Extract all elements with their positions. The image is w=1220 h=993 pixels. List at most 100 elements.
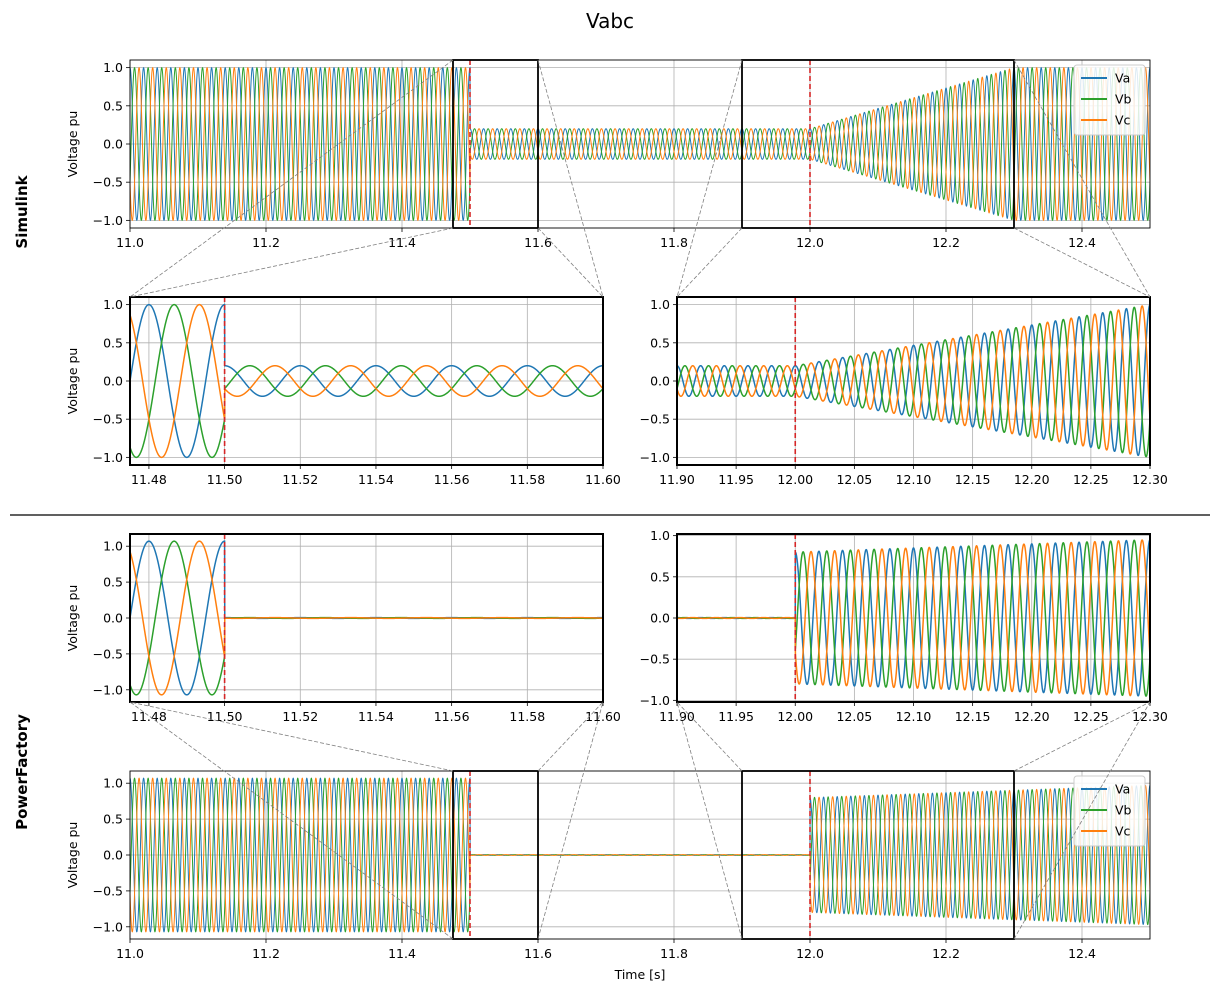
legend-label-Vc: Vc [1115,113,1131,128]
y-tick-label: −1.0 [93,682,123,697]
x-tick-label: 11.2 [252,946,280,961]
axes-powerfactory-full: 11.0 11.2 11.4 11.6 11.8 12.0 12.2 12.4 −1.0 −0.5… [65,770,1151,961]
y-axis-label: Voltage pu [65,348,80,415]
y-tick-label: −0.5 [93,646,123,661]
x-tick-label: 11.6 [524,235,552,250]
y-tick-label: −1.0 [93,919,123,934]
x-tick-label: 11.50 [207,709,243,724]
legend-label-Va: Va [1115,71,1130,86]
x-tick-label: 12.25 [1073,472,1109,487]
y-tick-label: 0.0 [103,611,123,626]
x-tick-label: 11.90 [659,472,695,487]
legend-label-Vb: Vb [1115,803,1132,818]
series-line-Va [130,66,1150,222]
x-tick-label: 11.48 [131,709,167,724]
series-line-Vc [130,303,603,459]
x-tick-label: 12.30 [1132,709,1168,724]
x-tick-label: 12.0 [796,235,824,250]
zoom-connector-line [129,701,454,940]
y-tick-label: 0.0 [650,374,670,389]
y-tick-label: 1.0 [103,776,123,791]
y-axis-label: Voltage pu [65,111,80,178]
x-tick-label: 11.58 [509,709,545,724]
legend: Va Vb Vc [1073,775,1146,847]
axes-powerfactory-zoom-fault: 11.48 11.50 11.52 11.54 11.56 11.58 11.60 −1.0 −… [65,533,621,724]
x-tick-label: 11.48 [131,472,167,487]
x-tick-label: 12.00 [777,472,813,487]
zoom-box [741,59,1015,229]
series-group [677,303,1150,458]
zoom-indicator [676,701,1151,940]
x-tick-label: 11.4 [388,946,416,961]
x-tick-label: 12.25 [1073,709,1109,724]
series-line-Vc [130,66,1150,222]
zoom-connector-line [676,59,743,298]
x-tick-label: 11.56 [434,472,470,487]
y-tick-label: −1.0 [640,693,670,708]
zoom-box [452,770,539,940]
y-tick-label: −0.5 [93,883,123,898]
y-tick-label: 0.5 [650,335,670,350]
series-group [130,777,1150,933]
x-tick-label: 11.56 [434,709,470,724]
zoom-connector-line [676,701,743,940]
zoom-connector-line [537,701,604,772]
zoom-box [452,59,539,229]
x-tick-label: 11.50 [207,472,243,487]
y-tick-label: −0.5 [93,175,123,190]
x-tick-label: 12.05 [836,472,872,487]
y-tick-label: 0.0 [103,137,123,152]
y-axis-label: Voltage pu [65,822,80,889]
y-tick-label: 0.5 [103,335,123,350]
x-tick-label: 12.30 [1132,472,1168,487]
figure-title: Vabc [586,9,634,33]
zoom-connector-line [676,227,743,298]
series-line-Va [130,303,603,459]
x-tick-label: 11.52 [282,709,318,724]
zoom-indicator [129,701,604,940]
y-tick-label: −1.0 [93,450,123,465]
x-tick-label: 12.15 [955,709,991,724]
x-tick-label: 12.0 [796,946,824,961]
y-tick-label: −1.0 [93,213,123,228]
y-tick-label: 1.0 [650,297,670,312]
x-tick-label: 11.95 [718,709,754,724]
legend: Va Vb Vc [1073,64,1146,136]
y-tick-label: 1.0 [103,539,123,554]
x-tick-label: 11.4 [388,235,416,250]
y-tick-label: 0.5 [103,98,123,113]
y-tick-label: 0.0 [103,374,123,389]
series-line-Vc [677,539,1150,697]
axes-simulink-zoom-fault: 11.48 11.50 11.52 11.54 11.56 11.58 11.60 −1.0 −… [65,296,621,487]
zoom-connector-line [1013,227,1151,298]
series-group [130,66,1150,222]
axes-simulink-zoom-recovery: 11.90 11.95 12.00 12.05 12.10 12.15 12.20 12.25… [640,296,1168,487]
series-group [677,539,1150,697]
zoom-connector-line [129,227,454,298]
x-tick-label: 11.8 [660,946,688,961]
plot-layer: 11.0 11.2 11.4 11.6 11.8 12.0 12.2 12.4 −1.0 −0.5… [65,59,1168,961]
series-line-Vc [130,540,603,696]
x-tick-label: 11.54 [358,472,394,487]
legend-label-Va: Va [1115,782,1130,797]
x-tick-label: 12.05 [836,709,872,724]
series-group [130,303,603,459]
x-tick-label: 12.10 [896,709,932,724]
group-label-simulink: Simulink [13,174,31,248]
x-tick-label: 11.58 [509,472,545,487]
x-tick-label: 12.4 [1068,235,1096,250]
group-label-powerfactory: PowerFactory [13,714,31,830]
x-tick-label: 11.52 [282,472,318,487]
x-tick-label: 12.10 [896,472,932,487]
x-tick-label: 11.54 [358,709,394,724]
x-tick-label: 11.0 [116,946,144,961]
x-tick-label: 11.90 [659,709,695,724]
y-tick-label: 1.0 [650,528,670,543]
x-tick-label: 11.60 [585,472,621,487]
y-tick-label: −0.5 [640,412,670,427]
zoom-connector-line [1013,701,1151,940]
x-tick-label: 12.20 [1014,472,1050,487]
x-tick-label: 11.2 [252,235,280,250]
zoom-connector-line [129,701,454,772]
